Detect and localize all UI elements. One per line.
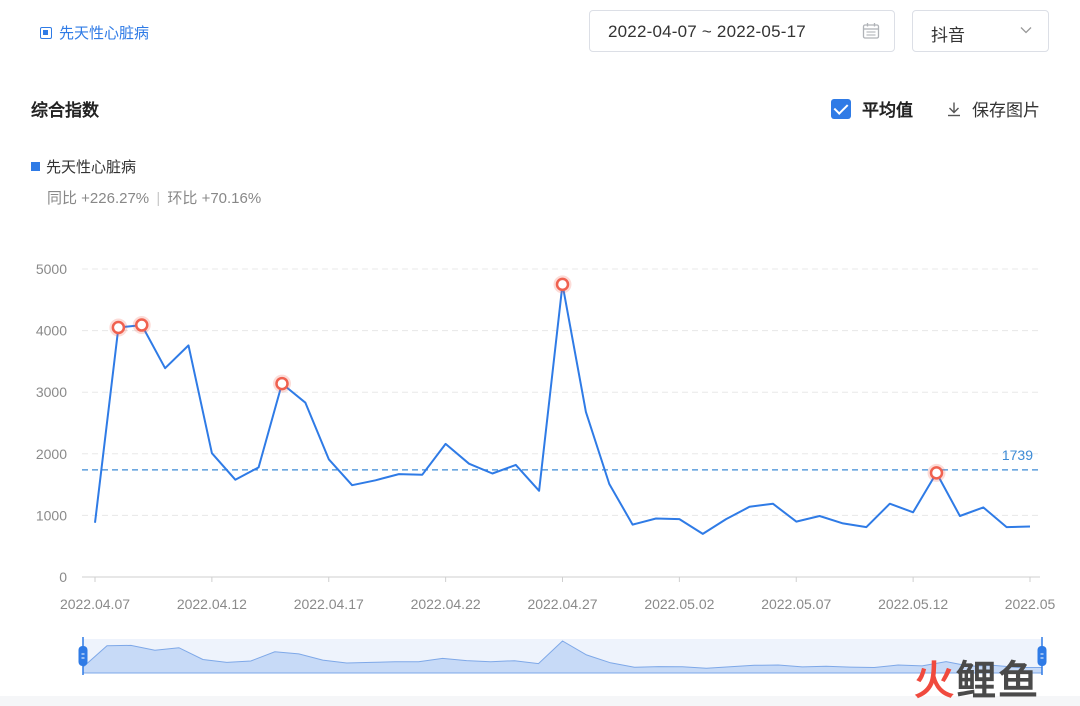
zoom-slider-handle[interactable] — [1037, 637, 1047, 675]
save-image-button[interactable]: 保存图片 — [946, 96, 1040, 121]
x-tick-label: 2022.05.12 — [878, 596, 948, 612]
chevron-down-icon — [1020, 27, 1032, 34]
x-tick-label: 2022.05 — [1005, 596, 1056, 612]
peak-marker — [553, 275, 572, 294]
yoy-change: 同比 +226.27% — [47, 190, 150, 207]
y-tick-label: 4000 — [36, 323, 67, 339]
y-tick-label: 1000 — [36, 507, 67, 523]
peak-dot — [135, 318, 149, 332]
index-card: 综合指数 平均值 保存图片 先天性心脏病 同比 +226.27% | 环比 +7… — [0, 72, 1080, 696]
download-icon — [948, 102, 960, 116]
peak-marker — [132, 316, 151, 335]
watermark-part2: 鲤鱼 — [956, 659, 1040, 703]
date-range-picker[interactable]: 2022-04-07 ~ 2022-05-17 — [589, 10, 895, 52]
legend-series-name: 先天性心脏病 — [46, 159, 137, 176]
save-image-label: 保存图片 — [972, 101, 1040, 120]
summary-separator: | — [156, 190, 161, 207]
x-tick-label: 2022.05.07 — [761, 596, 831, 612]
keyword-label: 先天性心脏病 — [59, 25, 150, 42]
y-tick-label: 2000 — [36, 446, 67, 462]
zoom-slider-handle[interactable] — [78, 637, 88, 675]
section-title: 综合指数 — [31, 101, 99, 120]
peak-marker — [927, 463, 946, 482]
calendar-icon — [862, 23, 880, 39]
platform-select[interactable]: 抖音 — [912, 10, 1049, 52]
x-tick-label: 2022.04.07 — [60, 596, 130, 612]
peak-dot — [555, 277, 570, 292]
x-tick-label: 2022.04.12 — [177, 596, 247, 612]
top-filter-bar: 先天性心脏病 2022-04-07 ~ 2022-05-17 抖音 — [0, 0, 1080, 72]
brand-watermark: 火鲤鱼 — [914, 648, 1040, 706]
zoom-handle-grip — [78, 646, 88, 666]
peak-dot — [111, 320, 126, 335]
watermark-part1: 火 — [914, 659, 956, 703]
date-range-value: 2022-04-07 ~ 2022-05-17 — [608, 22, 806, 41]
peak-marker — [109, 318, 128, 337]
average-toggle[interactable]: 平均值 — [831, 96, 913, 121]
series-line — [94, 283, 1031, 535]
keyword-tag[interactable]: 先天性心脏病 — [40, 22, 149, 43]
legend-swatch — [31, 162, 40, 171]
keyword-checkbox-icon — [40, 26, 52, 39]
zoom-handle-grip — [1037, 646, 1047, 666]
x-tick-label: 2022.04.22 — [411, 596, 481, 612]
y-tick-label: 3000 — [36, 384, 67, 400]
y-tick-label: 0 — [59, 569, 67, 585]
platform-value: 抖音 — [931, 26, 965, 45]
x-tick-label: 2022.05.02 — [644, 596, 714, 612]
x-tick-label: 2022.04.17 — [294, 596, 364, 612]
chart-legend[interactable]: 先天性心脏病 — [31, 156, 136, 177]
peak-dot — [929, 466, 944, 480]
index-line-chart: 0 1000 2000 3000 4000 5000 2022.04.07 2022.04.1… — [36, 261, 1056, 675]
zoom-slider-preview — [82, 640, 1043, 674]
peak-dot — [275, 376, 289, 391]
y-tick-label: 5000 — [36, 261, 67, 277]
peak-marker — [273, 374, 291, 393]
average-checkbox[interactable] — [831, 98, 851, 119]
mom-change: 环比 +70.16% — [167, 190, 262, 207]
average-value-label: 1739 — [1002, 447, 1033, 463]
comparison-summary: 同比 +226.27% | 环比 +70.16% — [47, 187, 261, 208]
x-tick-label: 2022.04.27 — [527, 596, 597, 612]
average-label: 平均值 — [862, 101, 913, 120]
